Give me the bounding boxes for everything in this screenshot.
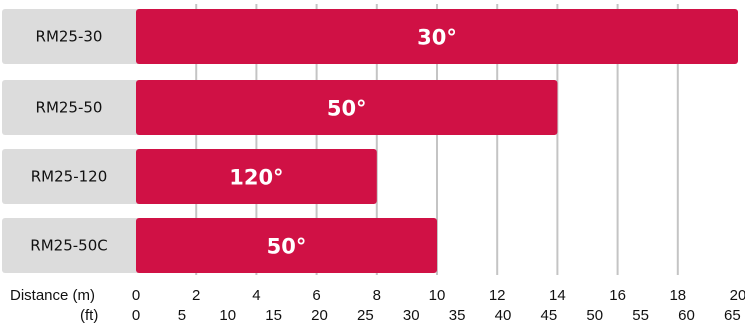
bar-value-label: 30° — [417, 26, 457, 50]
category-panel — [2, 80, 140, 135]
bar — [136, 80, 558, 135]
x-tick-label-m: 14 — [549, 287, 566, 304]
x-tick-label-m: 20 — [730, 287, 745, 304]
category-label: RM25-120 — [31, 168, 108, 186]
x-tick-label-m: 8 — [373, 287, 381, 304]
bar-value-label: 120° — [229, 166, 283, 190]
x-axis-title-ft: (ft) — [80, 307, 98, 323]
category-panel — [2, 9, 140, 64]
bar — [136, 9, 738, 64]
x-axis-title-m: Distance (m) — [10, 287, 95, 304]
x-tick-label-ft: 25 — [357, 307, 374, 323]
x-tick-label-ft: 50 — [586, 307, 603, 323]
category-label: RM25-30 — [36, 28, 103, 46]
bar-value-label: 50° — [267, 235, 307, 259]
x-tick-label-m: 2 — [192, 287, 200, 304]
category-label: RM25-50C — [30, 237, 107, 255]
x-tick-label-ft: 45 — [541, 307, 558, 323]
x-tick-label-ft: 60 — [678, 307, 695, 323]
bar — [136, 149, 377, 204]
x-tick-label-m: 12 — [489, 287, 506, 304]
x-tick-label-m: 16 — [609, 287, 626, 304]
x-tick-label-ft: 40 — [495, 307, 512, 323]
bar — [136, 218, 437, 273]
category-panel — [2, 218, 140, 273]
x-tick-label-ft: 0 — [132, 307, 140, 323]
x-axes: Distance (m) (ft) 0 2 4 6 8 10 12 14 16 18 20 0 5 10 1… — [10, 287, 745, 323]
x-tick-label-ft: 30 — [403, 307, 420, 323]
x-tick-label-ft: 55 — [632, 307, 649, 323]
category-panel — [2, 149, 140, 204]
x-tick-label-m: 4 — [252, 287, 260, 304]
x-tick-label-m: 18 — [669, 287, 686, 304]
category-panels: RM25-30 RM25-50 RM25-120 RM25-50C — [2, 9, 140, 273]
x-tick-label-m: 6 — [312, 287, 320, 304]
x-tick-label-ft: 20 — [311, 307, 328, 323]
bars: 30° 50° 120° 50° — [136, 9, 738, 273]
x-tick-label-ft: 65 — [724, 307, 741, 323]
x-tick-label-m: 10 — [429, 287, 446, 304]
x-tick-label-ft: 35 — [449, 307, 466, 323]
x-tick-label-ft: 10 — [219, 307, 236, 323]
category-label: RM25-50 — [36, 99, 103, 117]
x-tick-label-m: 0 — [132, 287, 140, 304]
x-tick-label-ft: 5 — [178, 307, 186, 323]
x-tick-label-ft: 15 — [265, 307, 282, 323]
bar-value-label: 50° — [327, 97, 367, 121]
